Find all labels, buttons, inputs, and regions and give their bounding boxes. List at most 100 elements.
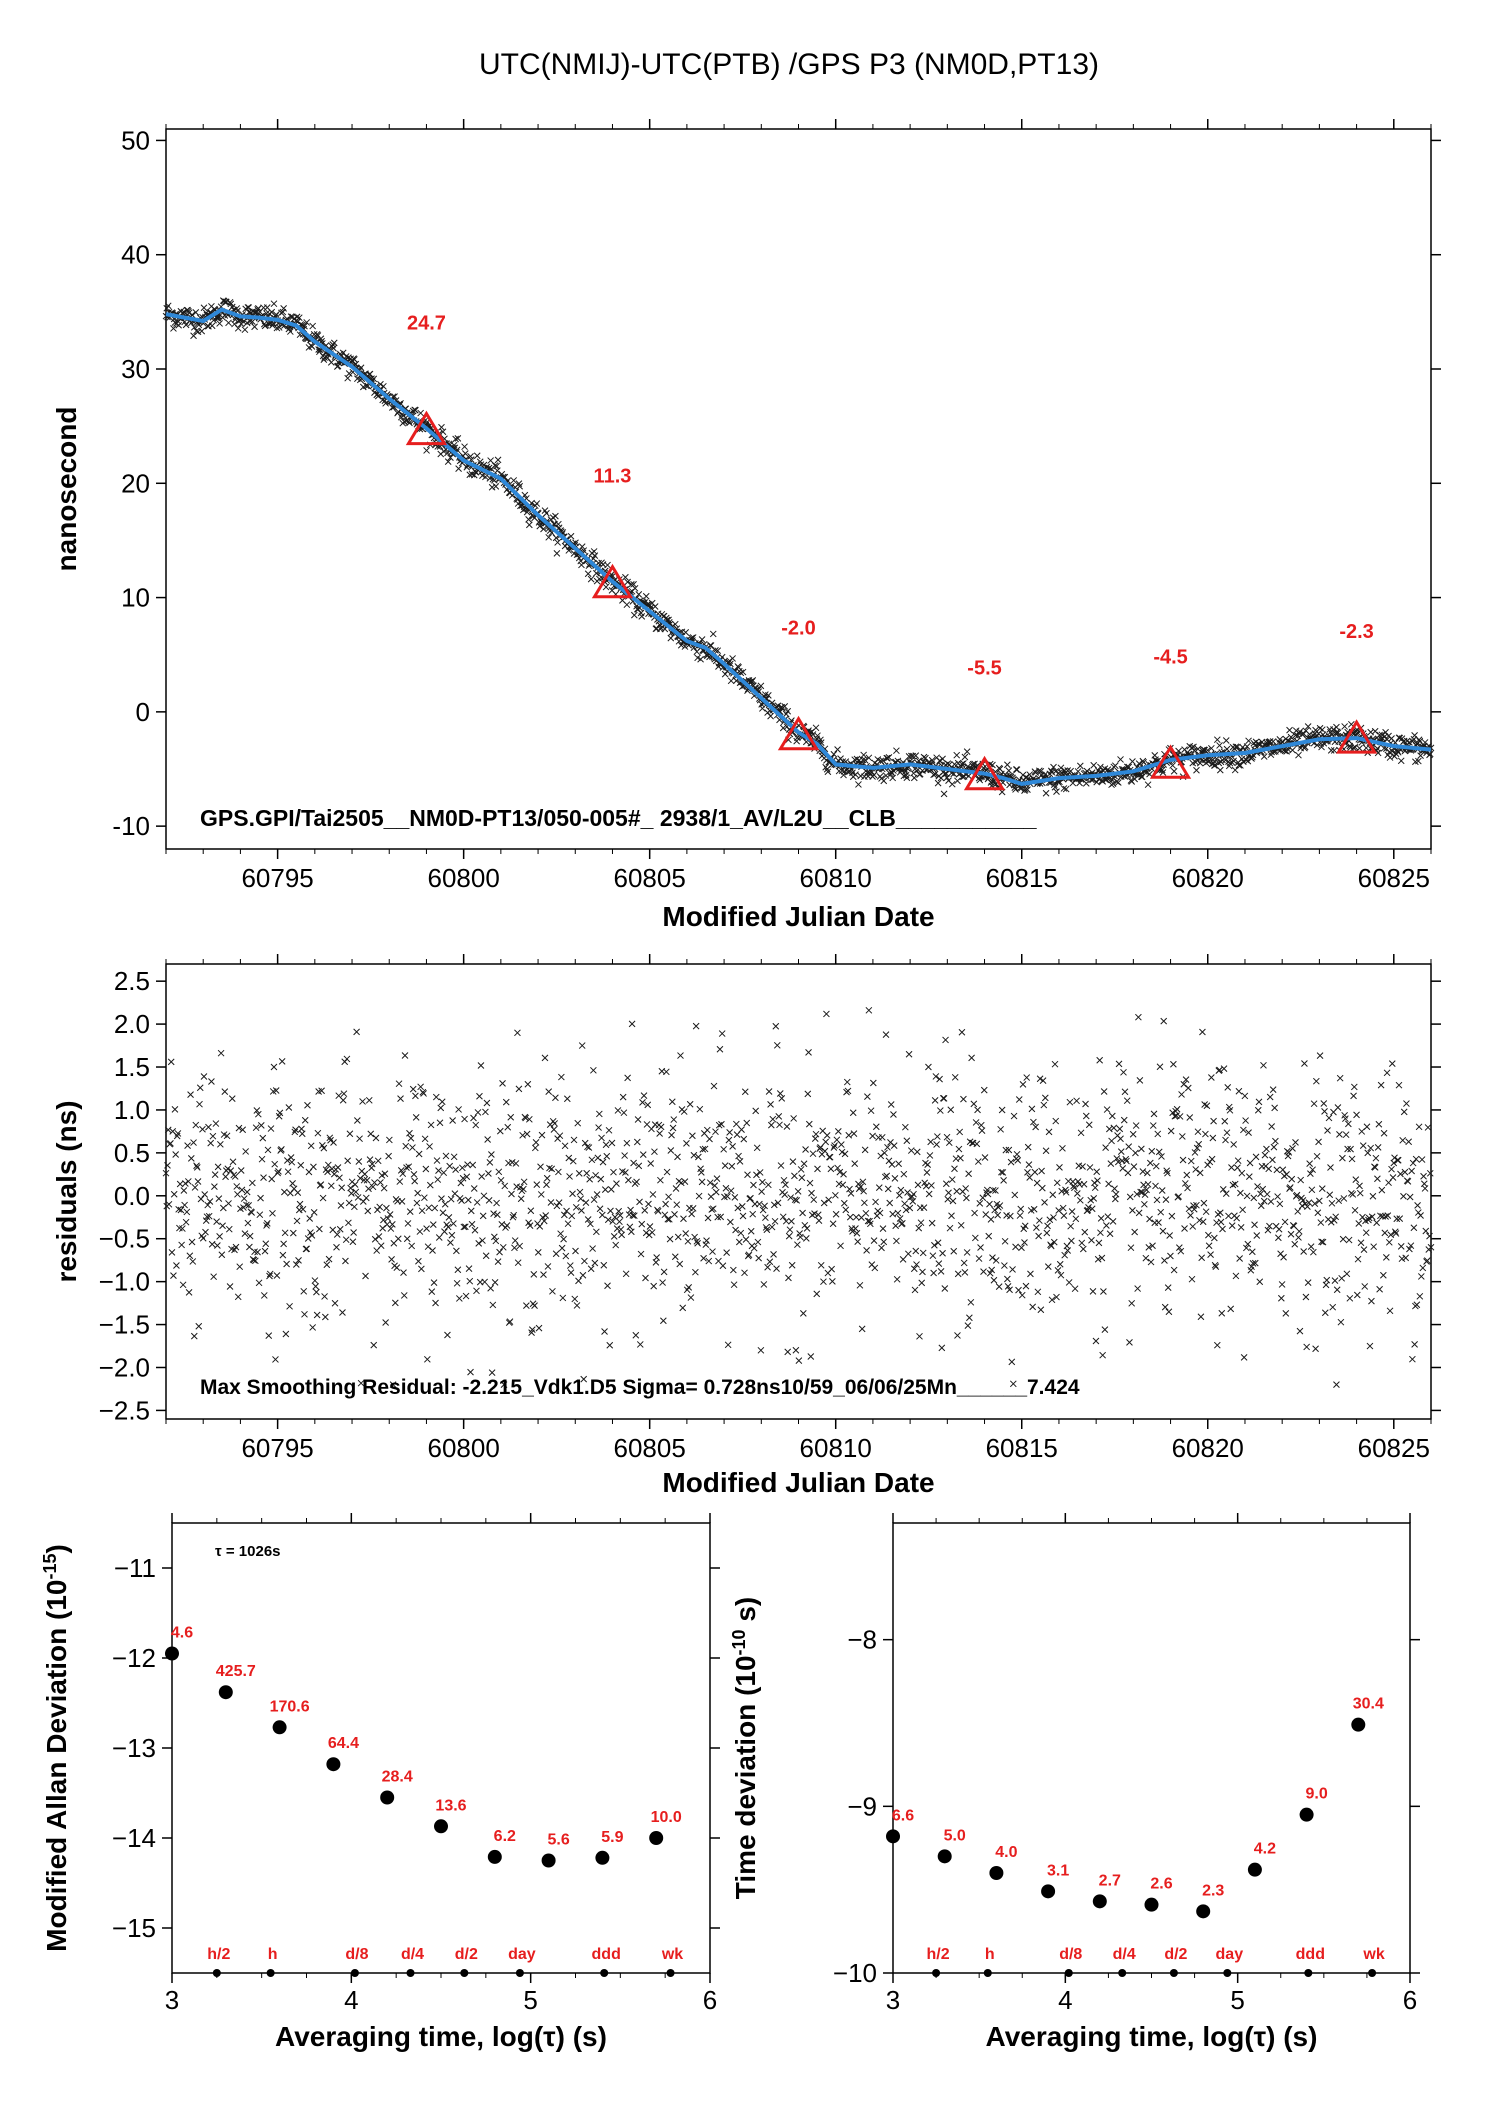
residual-point [288,1158,296,1166]
measurement-point [1082,779,1090,787]
residual-point [1290,1222,1298,1230]
measurement-point [889,774,897,782]
residual-point [239,1126,247,1134]
residual-point [563,1095,571,1103]
residual-point [639,1099,646,1106]
residual-point [759,1178,766,1186]
residual-point [1024,1169,1031,1176]
residual-point [457,1179,465,1187]
residual-point [715,1121,723,1129]
residual-point [1240,1126,1247,1134]
residual-point [202,1228,209,1236]
residual-point [870,1237,878,1244]
data-point [218,1685,233,1700]
y-tick-label: −2.5 [99,1395,150,1425]
measurement-point [552,534,560,542]
residual-point [1062,1188,1070,1196]
residual-point [326,1134,334,1142]
residual-point [1059,1144,1066,1152]
residual-point [783,1123,791,1130]
residual-point [719,1262,727,1270]
reference-mark [1304,1969,1313,1977]
residual-point [1374,1175,1381,1183]
residual-point [1364,1149,1372,1157]
y-tick-label: 30 [121,354,150,384]
marker-triangle [1149,744,1192,779]
residual-point [1097,1229,1104,1237]
residual-point [1041,1199,1048,1206]
residual-point [744,1171,751,1179]
measurement-point [452,435,459,443]
residual-point [834,1127,842,1135]
residual-point [347,1184,355,1192]
residual-point [1139,1168,1147,1175]
residual-point [773,1265,780,1272]
residual-point [753,1171,760,1179]
measurement-point [226,298,234,306]
residual-point [1254,1106,1262,1114]
residual-point [187,1155,195,1162]
residual-point [487,1284,494,1292]
measurement-point [170,325,177,332]
residual-point [229,1158,237,1166]
data-point-label: 9.0 [1305,1786,1327,1803]
residual-point [367,1130,375,1138]
residual-point [441,1200,449,1208]
residual-point [1239,1206,1246,1214]
residual-point [520,1178,528,1186]
residual-point [502,1098,510,1106]
residual-point [456,1295,463,1302]
reference-mark [212,1969,221,1977]
residual-point [1395,1081,1403,1089]
residual-point [723,1249,731,1256]
residual-point [1103,1222,1110,1229]
residual-point [1417,1212,1424,1219]
residual-point [770,1251,777,1258]
residual-point [327,1136,334,1144]
residual-point [865,1006,873,1014]
residual-point [971,1234,979,1242]
residual-point [1038,1184,1046,1192]
residual-point [738,1203,746,1210]
residual-point [1156,1063,1164,1071]
residual-point [389,1381,397,1389]
residual-point [282,1330,290,1338]
residual-point [178,1241,185,1249]
residual-point [901,1200,908,1208]
residual-point [1414,1209,1422,1216]
residual-point [517,1183,524,1191]
measurement-point [1013,766,1021,774]
residual-point [446,1162,454,1170]
residual-point [815,1217,823,1224]
residual-point [1108,1137,1115,1145]
y-axis-label: Modified Allan Deviation (10-15) [40,1544,72,1952]
residual-point [735,1152,742,1160]
residual-point [1273,1166,1281,1174]
residual-point [684,1237,692,1245]
residual-point [1212,1263,1220,1270]
y-tick-label: -10 [112,811,150,841]
residual-point [1287,1230,1295,1238]
measurement-point [1076,779,1083,787]
residual-point [934,1239,942,1247]
residual-point [1300,1248,1308,1255]
residual-point [1311,1200,1319,1207]
measurement-point [357,364,365,372]
residual-point [202,1217,210,1225]
residual-point [528,1326,536,1333]
residual-point [668,1098,676,1106]
residual-point [438,1098,446,1106]
residual-point [823,1132,831,1139]
residual-point [268,1175,276,1183]
residual-point [1002,1146,1010,1154]
residual-point [613,1180,620,1188]
residual-point [1141,1191,1149,1198]
residual-point [924,1161,932,1168]
residual-point [1152,1162,1160,1170]
residual-point [201,1191,209,1198]
residual-point [1158,1187,1166,1194]
residual-point [914,1181,922,1189]
residual-point [864,1093,871,1100]
x-tick-label: 3 [886,1985,900,2015]
residual-point [1304,1203,1311,1210]
